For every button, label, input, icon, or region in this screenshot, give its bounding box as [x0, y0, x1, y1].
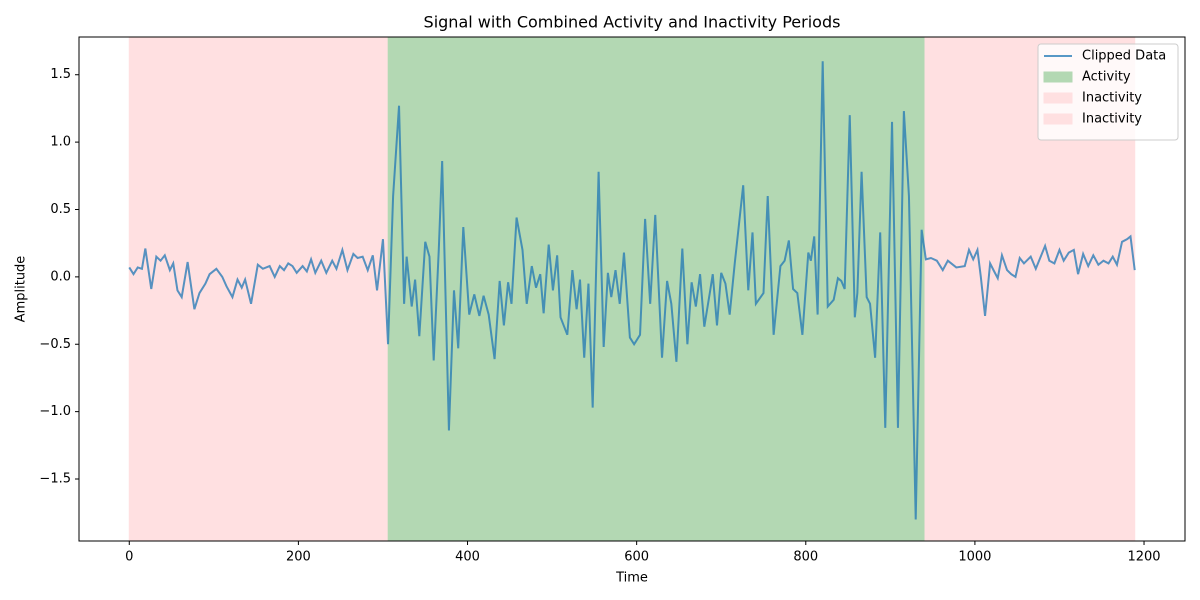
plot-frame	[78, 36, 1186, 542]
y-tick-label: 0.0	[50, 269, 71, 284]
x-tick-label: 800	[793, 550, 818, 565]
x-tick-label: 1000	[958, 550, 991, 565]
y-tick-label: 1.5	[50, 67, 71, 82]
y-tick-label: 1.0	[50, 135, 71, 150]
legend-label: Inactivity	[1082, 112, 1142, 127]
legend-label: Inactivity	[1082, 91, 1142, 106]
x-tick-label: 200	[286, 550, 311, 565]
x-tick-label: 0	[125, 550, 133, 565]
legend-swatch	[1043, 113, 1073, 125]
x-axis-label: Time	[615, 571, 648, 586]
y-tick-label: 0.5	[50, 202, 71, 217]
y-tick-label: −1.5	[39, 472, 71, 487]
y-axis-label: Amplitude	[14, 256, 29, 323]
x-tick-label: 600	[624, 550, 649, 565]
x-tick-label: 400	[455, 550, 480, 565]
x-tick-label: 1200	[1127, 550, 1160, 565]
data-line	[128, 61, 1136, 520]
legend-label: Activity	[1082, 70, 1131, 85]
y-tick-label: −0.5	[39, 337, 71, 352]
chart-title: Signal with Combined Activity and Inacti…	[424, 13, 841, 32]
legend-swatch	[1043, 92, 1073, 104]
legend-label: Clipped Data	[1082, 49, 1166, 64]
legend-swatch	[1043, 71, 1073, 83]
span	[128, 36, 388, 542]
y-tick-label: −1.0	[39, 404, 71, 419]
legend-box	[1037, 43, 1179, 141]
